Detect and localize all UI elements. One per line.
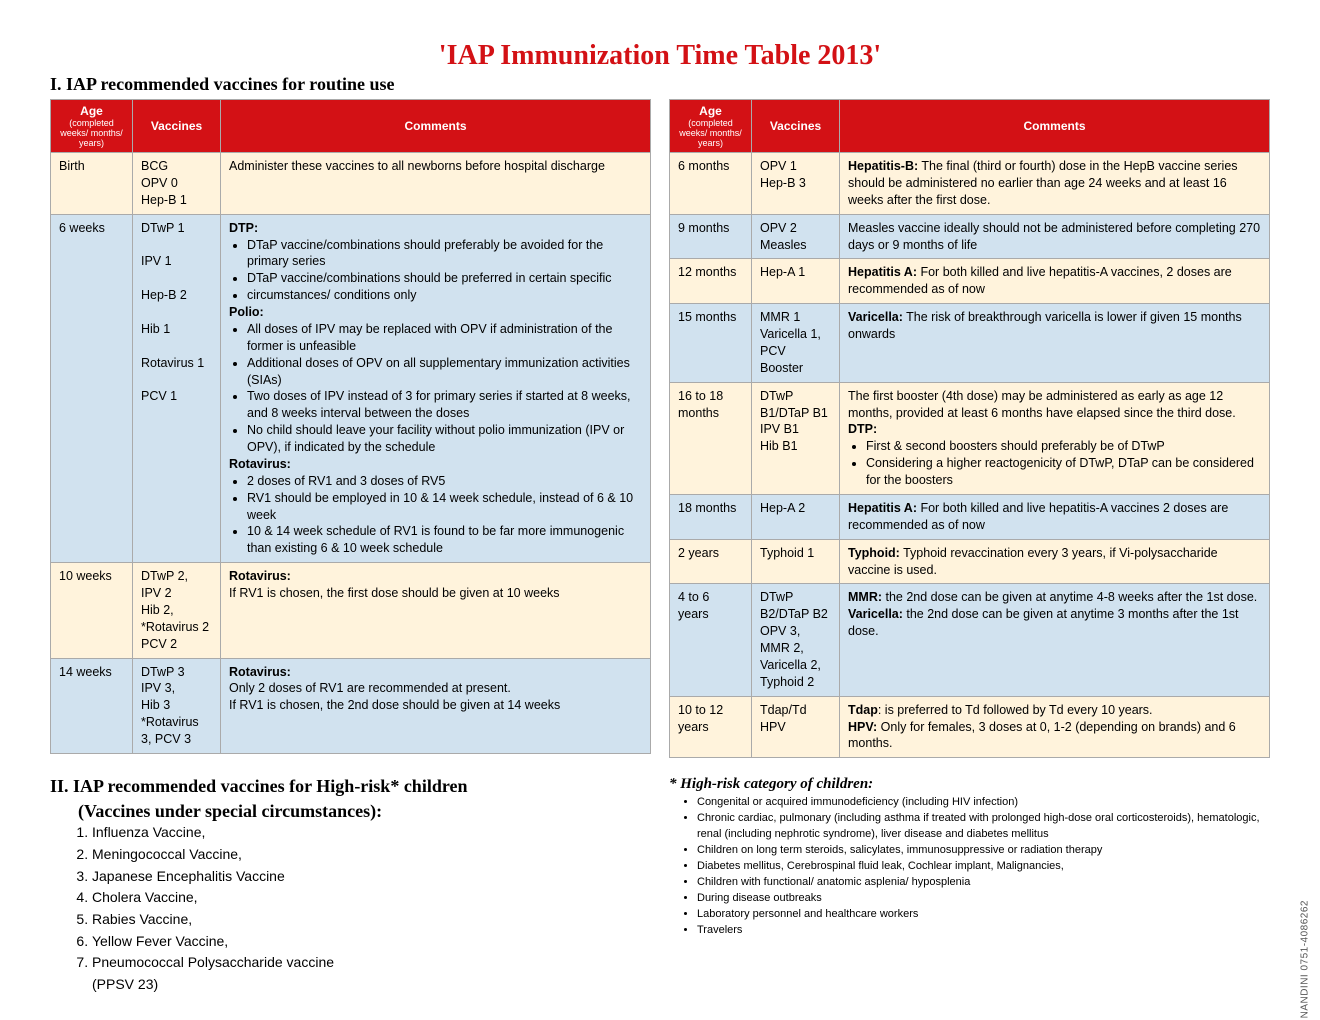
cell-vaccines: DTwP B2/DTaP B2OPV 3,MMR 2,Varicella 2,T… bbox=[752, 584, 840, 696]
cell-age: 2 years bbox=[670, 539, 752, 584]
th-vaccines: Vaccines bbox=[133, 100, 221, 153]
cell-vaccines: OPV 2Measles bbox=[752, 214, 840, 259]
bottom-section: II. IAP recommended vaccines for High-ri… bbox=[50, 776, 1270, 996]
table-row: 14 weeksDTwP 3IPV 3,Hib 3*Rotavirus 3, P… bbox=[51, 658, 651, 753]
list-item: Yellow Fever Vaccine, bbox=[92, 931, 651, 953]
tables-wrap: Age(completed weeks/ months/ years) Vacc… bbox=[50, 99, 1270, 758]
list-item: Diabetes mellitus, Cerebrospinal fluid l… bbox=[697, 859, 1270, 875]
th-comments: Comments bbox=[221, 100, 651, 153]
schedule-table-right: Age(completed weeks/ months/ years) Vacc… bbox=[669, 99, 1270, 758]
cell-age: 14 weeks bbox=[51, 658, 133, 753]
cell-comments: MMR: the 2nd dose can be given at anytim… bbox=[840, 584, 1270, 696]
cell-age: 4 to 6 years bbox=[670, 584, 752, 696]
cell-vaccines: DTwP 3IPV 3,Hib 3*Rotavirus 3, PCV 3 bbox=[133, 658, 221, 753]
cell-comments: The first booster (4th dose) may be admi… bbox=[840, 382, 1270, 494]
cell-age: 6 months bbox=[670, 153, 752, 215]
cell-vaccines: Tdap/TdHPV bbox=[752, 696, 840, 758]
list-item: Meningococcal Vaccine, bbox=[92, 844, 651, 866]
cell-comments: Typhoid: Typhoid revaccination every 3 y… bbox=[840, 539, 1270, 584]
high-risk-vaccine-list: Influenza Vaccine,Meningococcal Vaccine,… bbox=[50, 822, 651, 996]
cell-age: 16 to 18 months bbox=[670, 382, 752, 494]
list-item: During disease outbreaks bbox=[697, 891, 1270, 907]
cell-comments: Rotavirus:Only 2 doses of RV1 are recomm… bbox=[221, 658, 651, 753]
cell-comments: Measles vaccine ideally should not be ad… bbox=[840, 214, 1270, 259]
list-item: Chronic cardiac, pulmonary (including as… bbox=[697, 811, 1270, 843]
cell-vaccines: DTwP 1IPV 1Hep-B 2Hib 1Rotavirus 1PCV 1 bbox=[133, 214, 221, 563]
list-item: Pneumococcal Polysaccharide vaccine(PPSV… bbox=[92, 952, 651, 995]
cell-age: 9 months bbox=[670, 214, 752, 259]
table-row: 10 weeksDTwP 2,IPV 2Hib 2,*Rotavirus 2PC… bbox=[51, 563, 651, 658]
table-row: 18 monthsHep-A 2Hepatitis A: For both ki… bbox=[670, 494, 1270, 539]
cell-vaccines: Typhoid 1 bbox=[752, 539, 840, 584]
cell-vaccines: Hep-A 1 bbox=[752, 259, 840, 304]
cell-comments: Hepatitis A: For both killed and live he… bbox=[840, 259, 1270, 304]
cell-vaccines: MMR 1Varicella 1,PCV Booster bbox=[752, 304, 840, 383]
cell-vaccines: OPV 1Hep-B 3 bbox=[752, 153, 840, 215]
cell-comments: Hepatitis A: For both killed and live he… bbox=[840, 494, 1270, 539]
cell-age: 6 weeks bbox=[51, 214, 133, 563]
table-row: 10 to 12 yearsTdap/TdHPVTdap: is preferr… bbox=[670, 696, 1270, 758]
list-item: Influenza Vaccine, bbox=[92, 822, 651, 844]
cell-age: 10 to 12 years bbox=[670, 696, 752, 758]
th-comments: Comments bbox=[840, 100, 1270, 153]
table-row: 9 monthsOPV 2MeaslesMeasles vaccine idea… bbox=[670, 214, 1270, 259]
cell-comments: Rotavirus:If RV1 is chosen, the first do… bbox=[221, 563, 651, 658]
print-code: NANDINI 0751-4086262 bbox=[1299, 900, 1310, 1018]
section2-heading-l2: (Vaccines under special circumstances): bbox=[78, 801, 651, 822]
cell-comments: Tdap: is preferred to Td followed by Td … bbox=[840, 696, 1270, 758]
table-row: 4 to 6 yearsDTwP B2/DTaP B2OPV 3,MMR 2,V… bbox=[670, 584, 1270, 696]
cell-age: 10 weeks bbox=[51, 563, 133, 658]
table-row: 12 monthsHep-A 1Hepatitis A: For both ki… bbox=[670, 259, 1270, 304]
cell-vaccines: DTwP 2,IPV 2Hib 2,*Rotavirus 2PCV 2 bbox=[133, 563, 221, 658]
section2-heading-l1: II. IAP recommended vaccines for High-ri… bbox=[50, 776, 651, 797]
table-row: 6 monthsOPV 1Hep-B 3Hepatitis-B: The fin… bbox=[670, 153, 1270, 215]
cell-comments: Hepatitis-B: The final (third or fourth)… bbox=[840, 153, 1270, 215]
th-age: Age(completed weeks/ months/ years) bbox=[51, 100, 133, 153]
table-row: 6 weeksDTwP 1IPV 1Hep-B 2Hib 1Rotavirus … bbox=[51, 214, 651, 563]
risk-category-title: * High-risk category of children: bbox=[669, 776, 1270, 793]
cell-age: 15 months bbox=[670, 304, 752, 383]
table-row: 16 to 18 monthsDTwP B1/DTaP B1IPV B1Hib … bbox=[670, 382, 1270, 494]
list-item: Children with functional/ anatomic asple… bbox=[697, 875, 1270, 891]
list-item: Children on long term steroids, salicyla… bbox=[697, 843, 1270, 859]
cell-comments: Varicella: The risk of breakthrough vari… bbox=[840, 304, 1270, 383]
cell-vaccines: BCGOPV 0Hep-B 1 bbox=[133, 153, 221, 215]
cell-age: 12 months bbox=[670, 259, 752, 304]
section1-heading: I. IAP recommended vaccines for routine … bbox=[50, 74, 1270, 95]
th-age: Age(completed weeks/ months/ years) bbox=[670, 100, 752, 153]
list-item: Laboratory personnel and healthcare work… bbox=[697, 907, 1270, 923]
table-row: 2 yearsTyphoid 1Typhoid: Typhoid revacci… bbox=[670, 539, 1270, 584]
schedule-table-left: Age(completed weeks/ months/ years) Vacc… bbox=[50, 99, 651, 754]
cell-vaccines: DTwP B1/DTaP B1IPV B1Hib B1 bbox=[752, 382, 840, 494]
cell-comments: Administer these vaccines to all newborn… bbox=[221, 153, 651, 215]
cell-age: 18 months bbox=[670, 494, 752, 539]
list-item: Rabies Vaccine, bbox=[92, 909, 651, 931]
cell-age: Birth bbox=[51, 153, 133, 215]
list-item: Travelers bbox=[697, 923, 1270, 939]
list-item: Cholera Vaccine, bbox=[92, 887, 651, 909]
table-row: BirthBCGOPV 0Hep-B 1Administer these vac… bbox=[51, 153, 651, 215]
table-row: 15 monthsMMR 1Varicella 1,PCV BoosterVar… bbox=[670, 304, 1270, 383]
th-vaccines: Vaccines bbox=[752, 100, 840, 153]
list-item: Japanese Encephalitis Vaccine bbox=[92, 866, 651, 888]
page-title: 'IAP Immunization Time Table 2013' bbox=[50, 40, 1270, 72]
list-item: Congenital or acquired immunodeficiency … bbox=[697, 795, 1270, 811]
cell-comments: DTP:DTaP vaccine/combinations should pre… bbox=[221, 214, 651, 563]
risk-category-list: Congenital or acquired immunodeficiency … bbox=[669, 795, 1270, 938]
cell-vaccines: Hep-A 2 bbox=[752, 494, 840, 539]
